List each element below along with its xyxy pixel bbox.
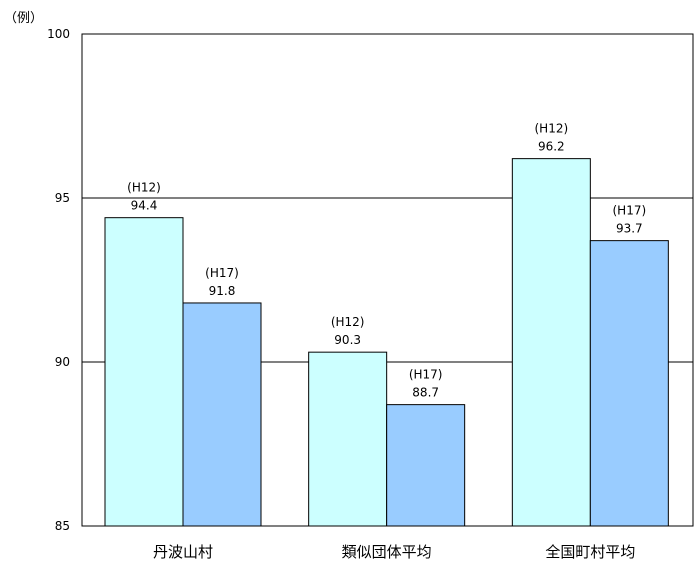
bar-series-label: (H12) — [127, 181, 161, 195]
bar-value-label: 91.8 — [209, 284, 236, 298]
bar-series-label: (H12) — [535, 122, 569, 136]
x-category-label: 丹波山村 — [153, 543, 213, 561]
bar-series-label: (H17) — [613, 204, 647, 218]
bar-value-label: 94.4 — [131, 199, 158, 213]
bar — [386, 404, 466, 527]
y-tick-label: 85 — [55, 519, 70, 533]
y-tick-label: 90 — [55, 355, 70, 369]
y-axis-unit-label: （例） — [4, 11, 43, 26]
bar-series-label: (H17) — [205, 266, 239, 280]
y-axis-ticks: 85 90 95 100 — [47, 27, 70, 533]
bar-series-label: (H12) — [331, 315, 365, 329]
bar — [511, 158, 591, 527]
bar-value-label: 90.3 — [334, 333, 361, 347]
data-labels: (H12) 94.4 (H17) 91.8 (H12) 90.3 (H17) 88.7 (H12… — [127, 122, 646, 400]
bar — [589, 240, 669, 527]
bar — [104, 217, 184, 527]
bar-value-label: 96.2 — [538, 140, 565, 154]
bar-series-label: (H17) — [409, 368, 443, 382]
y-tick-label: 100 — [47, 27, 70, 41]
bar-value-label: 88.7 — [412, 386, 439, 400]
plot-frame — [81, 33, 694, 527]
x-category-label: 全国町村平均 — [545, 543, 635, 561]
x-category-label: 類似団体平均 — [342, 543, 432, 561]
bar — [182, 302, 262, 527]
y-tick-label: 95 — [55, 191, 70, 205]
bars — [104, 158, 669, 527]
bar — [308, 351, 388, 527]
bar-value-label: 93.7 — [616, 222, 643, 236]
x-axis-categories: 丹波山村 類似団体平均 全国町村平均 — [153, 543, 635, 561]
